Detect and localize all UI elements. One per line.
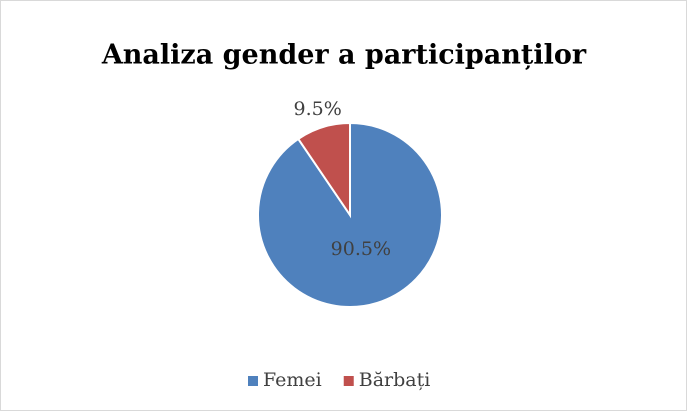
legend-swatch [248,376,258,386]
legend-swatch [343,376,354,386]
legend-label: Femei [263,369,322,391]
legend-label: Bărbați [359,369,431,391]
pie-slice [296,121,351,219]
chart-title: Analiza gender a participanților [101,40,587,71]
data-label: 90.5% [331,238,391,260]
data-label: 9.5% [294,98,342,120]
